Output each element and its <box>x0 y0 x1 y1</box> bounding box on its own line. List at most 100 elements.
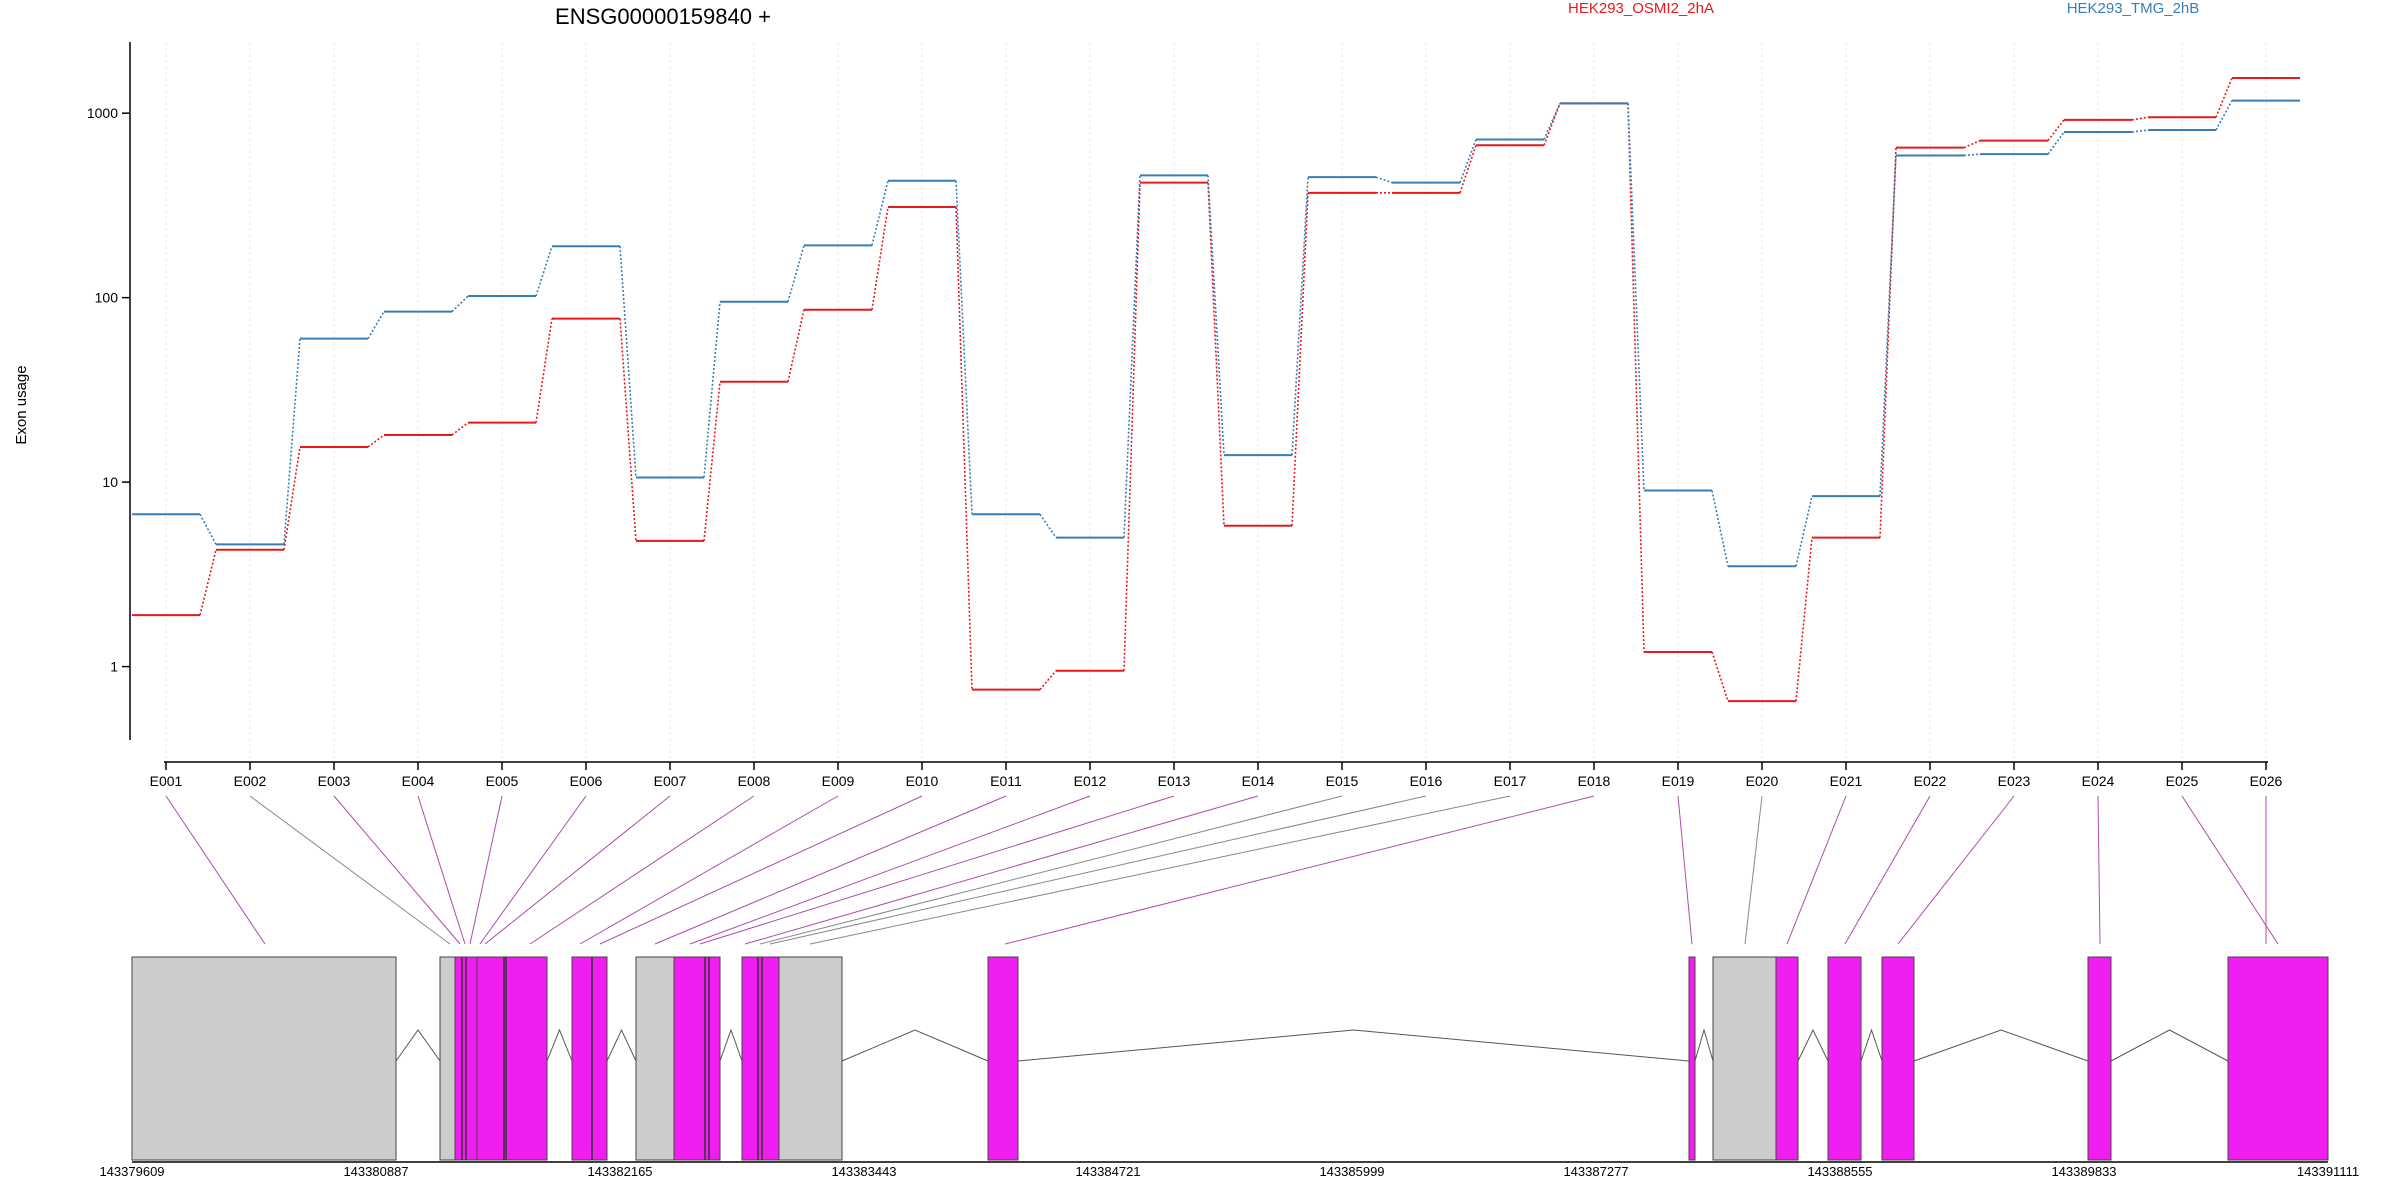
exon-label-E001: E001 <box>150 773 183 789</box>
exon-label-E015: E015 <box>1326 773 1359 789</box>
series1-link-E019 <box>1711 490 1729 567</box>
intron-9 <box>1860 1028 1883 1062</box>
y-axis-label: Exon usage <box>13 365 30 444</box>
connector-E024 <box>2097 795 2101 945</box>
connector-E013 <box>699 795 1175 945</box>
y-tick-label-10: 10 <box>102 474 118 490</box>
series1-link-E013 <box>1207 175 1225 456</box>
connector-E015 <box>759 795 1343 945</box>
connector-E022 <box>1844 795 1931 945</box>
exon-block-15 <box>1881 956 1915 1161</box>
series1-link-E004 <box>451 295 469 313</box>
series0-link-E008 <box>787 309 805 382</box>
series-HEK293_TMG_2hB <box>132 99 2300 568</box>
series0-link-E019 <box>1711 651 1729 702</box>
connector-E017 <box>809 795 1511 945</box>
series0-link-E013 <box>1207 182 1225 526</box>
exon-block-12 <box>1712 956 1777 1161</box>
legend-series-tmg: HEK293_TMG_2hB <box>2067 0 2200 17</box>
series1-link-E025 <box>2215 100 2233 131</box>
exon-block-17 <box>2227 956 2329 1161</box>
series1-link-E011 <box>1039 513 1057 539</box>
series0-link-E003 <box>367 434 385 448</box>
series0-link-E016 <box>1459 144 1477 194</box>
series1-link-E023 <box>2047 131 2065 155</box>
series1-link-E007 <box>703 301 721 478</box>
exon-label-E013: E013 <box>1158 773 1191 789</box>
connector-E021 <box>1786 795 1847 945</box>
series1-link-E022 <box>1963 153 1981 157</box>
series1-link-E024 <box>2131 129 2149 133</box>
series0-link-E007 <box>703 381 721 541</box>
exon-label-E007: E007 <box>654 773 687 789</box>
series1-link-E020 <box>1795 495 1813 567</box>
connector-E009 <box>579 795 839 945</box>
series1-link-E016 <box>1459 139 1477 183</box>
exon-block-9 <box>778 956 843 1161</box>
exon-label-E017: E017 <box>1494 773 1527 789</box>
intron-11 <box>2110 1029 2229 1062</box>
axes: 1 10 100 1000 E001 E002 E003 E004 E005 E006 E007 E0… <box>87 42 2283 789</box>
connector-E004 <box>417 795 466 945</box>
exon-block-5 <box>571 956 608 1161</box>
series1-link-E015 <box>1375 176 1393 184</box>
connector-E012 <box>689 795 1091 945</box>
intron-5 <box>841 1029 989 1062</box>
exon-block-14 <box>1827 956 1862 1161</box>
exon-label-E006: E006 <box>570 773 603 789</box>
series0-link-E020 <box>1795 537 1813 702</box>
exon-label-E023: E023 <box>1998 773 2031 789</box>
series0-link-E025 <box>2215 77 2233 118</box>
exon-label-E014: E014 <box>1242 773 1275 789</box>
series0-link-E012 <box>1123 182 1141 671</box>
exon-block-1 <box>131 956 397 1161</box>
intron-4 <box>719 1028 743 1062</box>
connector-E014 <box>744 795 1259 945</box>
series1-link-E017 <box>1543 103 1561 140</box>
y-tick-label-100: 100 <box>95 290 119 306</box>
y-tick-label-1: 1 <box>110 659 118 675</box>
connector-E007 <box>484 795 671 945</box>
intron-1 <box>395 1029 441 1062</box>
exon-block-7 <box>673 956 721 1161</box>
series0-link-E001 <box>199 549 217 616</box>
connector-E018 <box>1004 795 1595 945</box>
series0-link-E002 <box>283 446 301 550</box>
series1-link-E009 <box>871 180 889 246</box>
grid-lines <box>165 42 2267 760</box>
series-HEK293_OSMI2_2hA <box>132 77 2300 703</box>
series0-link-E021 <box>1879 147 1897 538</box>
coordinate-label-143387277: 143387277 <box>1563 1164 1628 1179</box>
exon-connectors <box>165 795 2279 945</box>
exon-label-E016: E016 <box>1410 773 1443 789</box>
exon-block-11 <box>1688 956 1696 1161</box>
intron-6 <box>1017 1029 1690 1062</box>
exon-label-E022: E022 <box>1914 773 1947 789</box>
exon-block-2 <box>439 956 457 1161</box>
series0-link-E022 <box>1963 139 1981 149</box>
series0-link-E004 <box>451 422 469 436</box>
exon-label-E010: E010 <box>906 773 939 789</box>
series0-link-E009 <box>871 206 889 310</box>
coordinate-label-143382165: 143382165 <box>587 1164 652 1179</box>
connector-E016 <box>769 795 1427 945</box>
series1-link-E012 <box>1123 175 1141 538</box>
connector-E008 <box>529 795 755 945</box>
exon-block-4 <box>476 956 548 1161</box>
legend-series-osmi2: HEK293_OSMI2_2hA <box>1568 0 1714 17</box>
connector-E003 <box>333 795 461 945</box>
chart-title: ENSG00000159840 + <box>555 4 771 29</box>
connector-E020 <box>1744 795 1763 945</box>
exon-label-E002: E002 <box>234 773 267 789</box>
series1-link-E021 <box>1879 155 1897 497</box>
exon-block-10 <box>987 956 1019 1161</box>
connector-E019 <box>1677 795 1693 945</box>
exon-label-E018: E018 <box>1578 773 1611 789</box>
exon-block-16 <box>2087 956 2112 1161</box>
series0-link-E011 <box>1039 670 1057 691</box>
coordinate-label-143383443: 143383443 <box>831 1164 896 1179</box>
connector-E010 <box>599 795 923 945</box>
series1-link-E008 <box>787 245 805 302</box>
exon-label-E021: E021 <box>1830 773 1863 789</box>
